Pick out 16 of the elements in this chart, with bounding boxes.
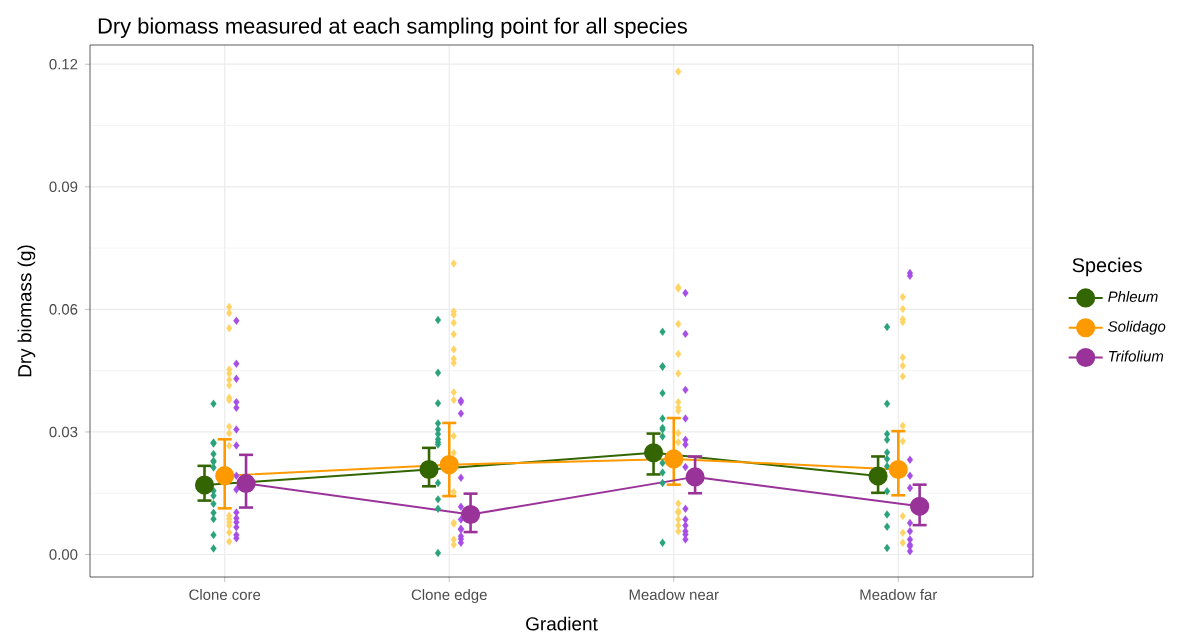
y-tick-label: 0.12 xyxy=(49,58,78,70)
y-axis-title: Dry biomass (g) xyxy=(17,245,36,377)
x-tick-label: Clone edge xyxy=(411,589,487,603)
x-tick-label: Clone core xyxy=(189,589,261,601)
y-tick-label: 0.06 xyxy=(49,304,78,315)
x-tick-label: Meadow far xyxy=(860,589,938,601)
legend-label: Solidago xyxy=(1108,320,1166,335)
legend-label: Phleum xyxy=(1108,291,1158,302)
legend-title: Species xyxy=(1072,257,1142,277)
x-axis-title: Gradient xyxy=(526,616,598,631)
y-tick-label: 0.00 xyxy=(49,549,78,560)
y-tick-label: 0.09 xyxy=(49,181,78,193)
x-tick-label: Meadow near xyxy=(629,589,719,601)
y-tick-label: 0.03 xyxy=(49,426,78,438)
legend-label: Trifolium xyxy=(1109,350,1164,362)
chart-title: Dry biomass measured at each sampling point for all species xyxy=(98,17,687,38)
